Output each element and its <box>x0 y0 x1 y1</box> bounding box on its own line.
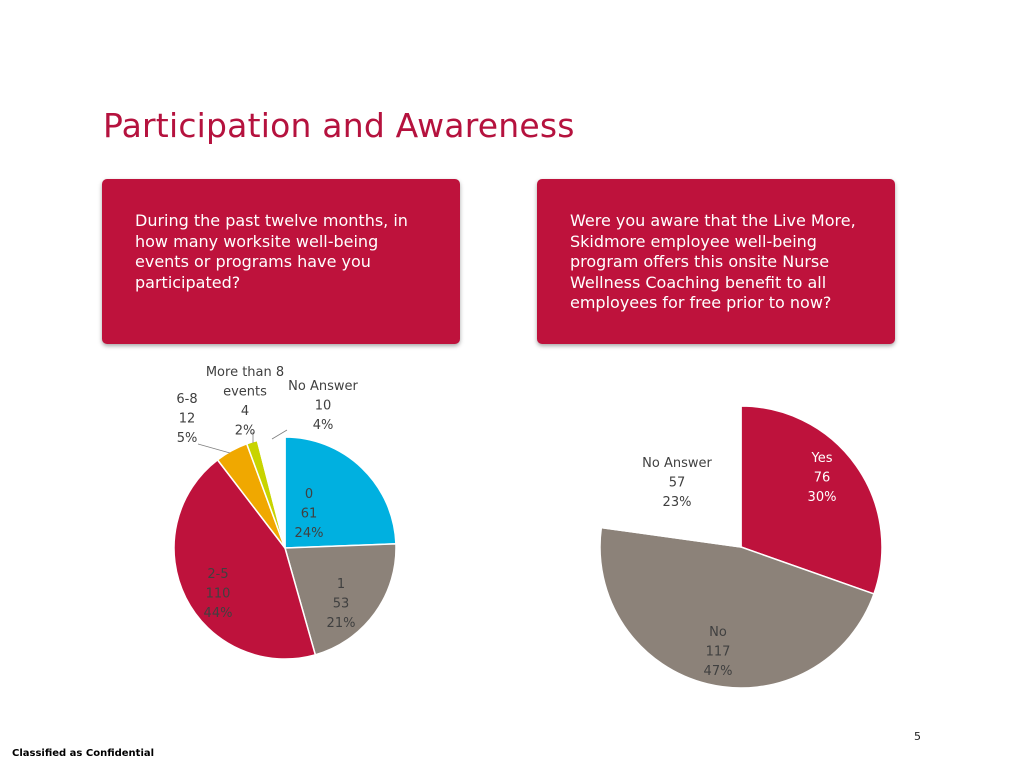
awareness-data-label-no: No 117 47% <box>704 625 733 679</box>
participation-slice-no-answer <box>256 436 286 549</box>
participation-data-label-line: 53 <box>333 597 350 612</box>
awareness-pie-chart: Yes 76 30% No 117 47% No Answer 57 23% <box>599 405 883 689</box>
awareness-data-label-yes: Yes 76 30% <box>808 451 837 505</box>
participation-data-label-line: 12 <box>179 412 196 427</box>
participation-data-label-line: 6-8 <box>176 392 197 407</box>
question-box-participation: During the past twelve months, in how ma… <box>102 179 460 344</box>
participation-data-label-line: 4% <box>313 418 334 433</box>
participation-data-label-line: 1 <box>337 577 345 592</box>
participation-leader-line-no-answer <box>271 429 288 440</box>
participation-data-label-2-5: 2-5 110 44% <box>204 567 233 621</box>
participation-data-label-line: No Answer <box>288 379 358 394</box>
participation-data-label-line: 2% <box>235 424 256 439</box>
awareness-data-label-line: 76 <box>814 471 831 486</box>
participation-data-label-line: events <box>223 385 267 400</box>
question-text-awareness: Were you aware that the Live More, Skidm… <box>570 211 856 312</box>
participation-data-label-no-answer: No Answer 10 4% <box>288 379 358 433</box>
awareness-data-label-line: 57 <box>669 476 686 491</box>
participation-data-label-line: 0 <box>305 487 313 502</box>
participation-slice-0 <box>284 436 397 549</box>
participation-data-label-line: 2-5 <box>207 567 228 582</box>
awareness-data-label-line: 23% <box>663 495 692 510</box>
participation-leader-line-6-8 <box>197 443 231 454</box>
awareness-data-label-line: 117 <box>706 645 731 660</box>
participation-data-label-line: 5% <box>177 431 198 446</box>
participation-data-label-line: 21% <box>327 616 356 631</box>
awareness-data-label-line: No Answer <box>642 456 712 471</box>
awareness-data-label-line: 30% <box>808 490 837 505</box>
participation-data-label-line: More than 8 <box>206 365 284 380</box>
participation-data-label-0: 0 61 24% <box>295 487 324 541</box>
awareness-slice-no <box>599 526 875 689</box>
slide-title: Participation and Awareness <box>103 106 575 145</box>
awareness-data-label-line: No <box>709 625 727 640</box>
page-number: 5 <box>914 730 921 743</box>
participation-data-label-1: 1 53 21% <box>327 577 356 631</box>
confidential-footer: Classified as Confidential <box>12 748 155 759</box>
awareness-data-label-line: Yes <box>811 451 833 466</box>
awareness-slice-yes <box>740 405 883 595</box>
awareness-data-label-no-answer: No Answer 57 23% <box>642 456 712 510</box>
participation-data-label-6-8: 6-8 12 5% <box>176 392 197 446</box>
awareness-slice-no-answer <box>600 405 742 548</box>
participation-slice-1 <box>284 543 397 656</box>
question-text-participation: During the past twelve months, in how ma… <box>135 211 408 292</box>
participation-slice-2-5 <box>173 458 317 660</box>
awareness-data-label-line: 47% <box>704 664 733 679</box>
participation-data-label-line: 110 <box>206 587 231 602</box>
participation-data-label-line: 4 <box>241 404 249 419</box>
participation-data-label-line: 24% <box>295 526 324 541</box>
participation-data-label-more-than-8-events: More than 8 events 4 2% <box>206 365 284 439</box>
question-box-awareness: Were you aware that the Live More, Skidm… <box>537 179 895 344</box>
participation-data-label-line: 44% <box>204 606 233 621</box>
participation-data-label-line: 10 <box>315 399 332 414</box>
participation-data-label-line: 61 <box>301 507 318 522</box>
